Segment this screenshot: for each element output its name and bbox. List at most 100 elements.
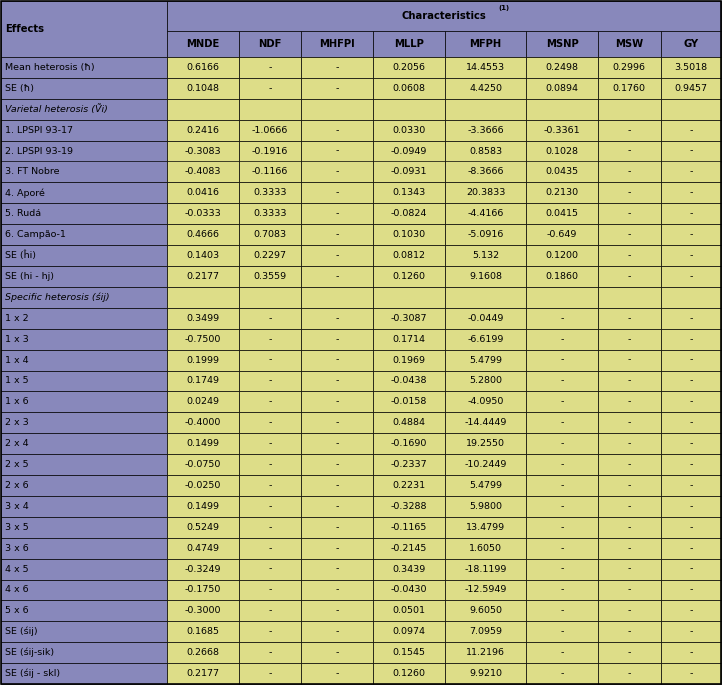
Text: -: - [560, 564, 564, 573]
Bar [373, 433, 445, 454]
Bar [661, 538, 721, 558]
Text: -: - [336, 606, 339, 615]
Bar [526, 182, 598, 203]
Text: 1 x 4: 1 x 4 [5, 356, 29, 364]
Bar [1, 203, 167, 224]
Bar [445, 391, 526, 412]
Bar [239, 245, 301, 266]
Bar [445, 245, 526, 266]
Bar [167, 162, 239, 182]
Text: 2. LPSPI 93-19: 2. LPSPI 93-19 [5, 147, 73, 155]
Bar [301, 412, 373, 433]
Bar [661, 120, 721, 140]
Text: -: - [627, 397, 631, 406]
Text: 0.1499: 0.1499 [186, 502, 219, 511]
Text: -: - [336, 251, 339, 260]
Text: -: - [627, 356, 631, 364]
Bar [373, 329, 445, 349]
Text: -0.0438: -0.0438 [391, 377, 427, 386]
Bar [526, 558, 598, 580]
Bar [301, 182, 373, 203]
Bar [661, 266, 721, 287]
Text: 4 x 6: 4 x 6 [5, 586, 29, 595]
Text: -: - [560, 669, 564, 678]
Text: 0.1260: 0.1260 [393, 669, 425, 678]
Text: -: - [336, 230, 339, 239]
Text: -: - [336, 125, 339, 135]
Bar [301, 580, 373, 600]
Bar [445, 558, 526, 580]
Text: 0.0974: 0.0974 [393, 627, 425, 636]
Text: -: - [560, 544, 564, 553]
Text: -: - [689, 439, 692, 448]
Bar [1, 496, 167, 516]
Bar [167, 182, 239, 203]
Bar [661, 349, 721, 371]
Text: -: - [336, 481, 339, 490]
Bar [598, 663, 661, 684]
Text: MHFPI: MHFPI [319, 39, 355, 49]
Text: -: - [627, 272, 631, 281]
Text: -: - [336, 544, 339, 553]
Bar [239, 496, 301, 516]
Text: -: - [269, 648, 271, 657]
Text: 6. Campão-1: 6. Campão-1 [5, 230, 66, 239]
Bar [598, 475, 661, 496]
Text: 0.2177: 0.2177 [186, 669, 219, 678]
Text: -10.2449: -10.2449 [464, 460, 507, 469]
Bar [239, 329, 301, 349]
Bar [526, 391, 598, 412]
Text: -: - [627, 586, 631, 595]
Text: -: - [627, 419, 631, 427]
Text: -: - [336, 84, 339, 93]
Text: 0.5249: 0.5249 [186, 523, 219, 532]
Bar [445, 57, 526, 78]
Bar [301, 663, 373, 684]
Text: 3 x 5: 3 x 5 [5, 523, 29, 532]
Bar [167, 371, 239, 391]
Text: SE (śij - skl): SE (śij - skl) [5, 669, 60, 678]
Bar [167, 412, 239, 433]
Text: -: - [269, 356, 271, 364]
Text: -4.4166: -4.4166 [467, 209, 504, 219]
Text: -: - [560, 335, 564, 344]
Text: 0.2416: 0.2416 [186, 125, 219, 135]
Text: -0.0824: -0.0824 [391, 209, 427, 219]
Bar [1, 580, 167, 600]
Text: -: - [689, 460, 692, 469]
Bar [661, 558, 721, 580]
Text: 20.3833: 20.3833 [466, 188, 505, 197]
Bar [239, 224, 301, 245]
Bar [661, 580, 721, 600]
Text: -14.4449: -14.4449 [464, 419, 507, 427]
Text: -: - [269, 460, 271, 469]
Bar [167, 120, 239, 140]
Bar [167, 454, 239, 475]
Text: (1): (1) [498, 5, 510, 10]
Text: -0.1750: -0.1750 [185, 586, 221, 595]
Text: 0.0608: 0.0608 [393, 84, 425, 93]
Text: -0.3249: -0.3249 [185, 564, 221, 573]
Bar [526, 162, 598, 182]
Bar [373, 31, 445, 57]
Text: -: - [269, 63, 271, 72]
Text: 5.2800: 5.2800 [469, 377, 502, 386]
Bar [167, 538, 239, 558]
Bar [598, 245, 661, 266]
Text: 0.3499: 0.3499 [186, 314, 219, 323]
Text: 0.2498: 0.2498 [546, 63, 578, 72]
Bar [445, 140, 526, 162]
Text: 0.6166: 0.6166 [186, 63, 219, 72]
Text: -3.3666: -3.3666 [467, 125, 504, 135]
Bar [661, 308, 721, 329]
Bar [526, 643, 598, 663]
Bar [598, 371, 661, 391]
Bar [301, 266, 373, 287]
Bar [598, 329, 661, 349]
Bar [445, 433, 526, 454]
Bar [239, 140, 301, 162]
Text: -: - [627, 188, 631, 197]
Text: SE (ħ): SE (ħ) [5, 84, 34, 93]
Bar [239, 475, 301, 496]
Bar [1, 57, 167, 78]
